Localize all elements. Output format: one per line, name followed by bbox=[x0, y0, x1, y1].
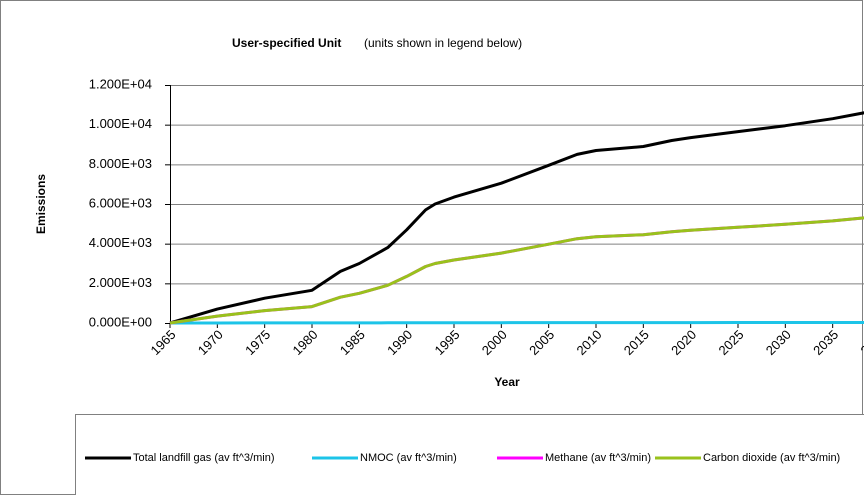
x-axis-title: Year bbox=[494, 375, 520, 389]
series-line bbox=[170, 321, 864, 325]
legend-label: Total landfill gas (av ft^3/min) bbox=[133, 452, 275, 464]
y-tick-label: 4.000E+03 bbox=[89, 235, 152, 250]
y-tick-label: 0.000E+00 bbox=[89, 314, 152, 329]
series-line bbox=[169, 216, 864, 325]
y-axis-title: Emissions bbox=[34, 174, 48, 234]
series-line bbox=[169, 111, 864, 325]
y-tick-label: 1.200E+04 bbox=[89, 76, 152, 91]
y-tick-label: 2.000E+03 bbox=[89, 275, 152, 290]
legend-label: Methane (av ft^3/min) bbox=[545, 452, 651, 464]
legend-label: NMOC (av ft^3/min) bbox=[360, 452, 457, 464]
chart-title: User-specified Unit bbox=[232, 36, 341, 50]
y-tick-label: 6.000E+03 bbox=[89, 195, 152, 210]
y-tick-label: 8.000E+03 bbox=[89, 156, 152, 171]
legend-box bbox=[75, 414, 864, 495]
legend-label: Carbon dioxide (av ft^3/min) bbox=[703, 452, 840, 464]
chart-subtitle: (units shown in legend below) bbox=[364, 36, 522, 50]
y-tick-label: 1.000E+04 bbox=[89, 116, 152, 131]
